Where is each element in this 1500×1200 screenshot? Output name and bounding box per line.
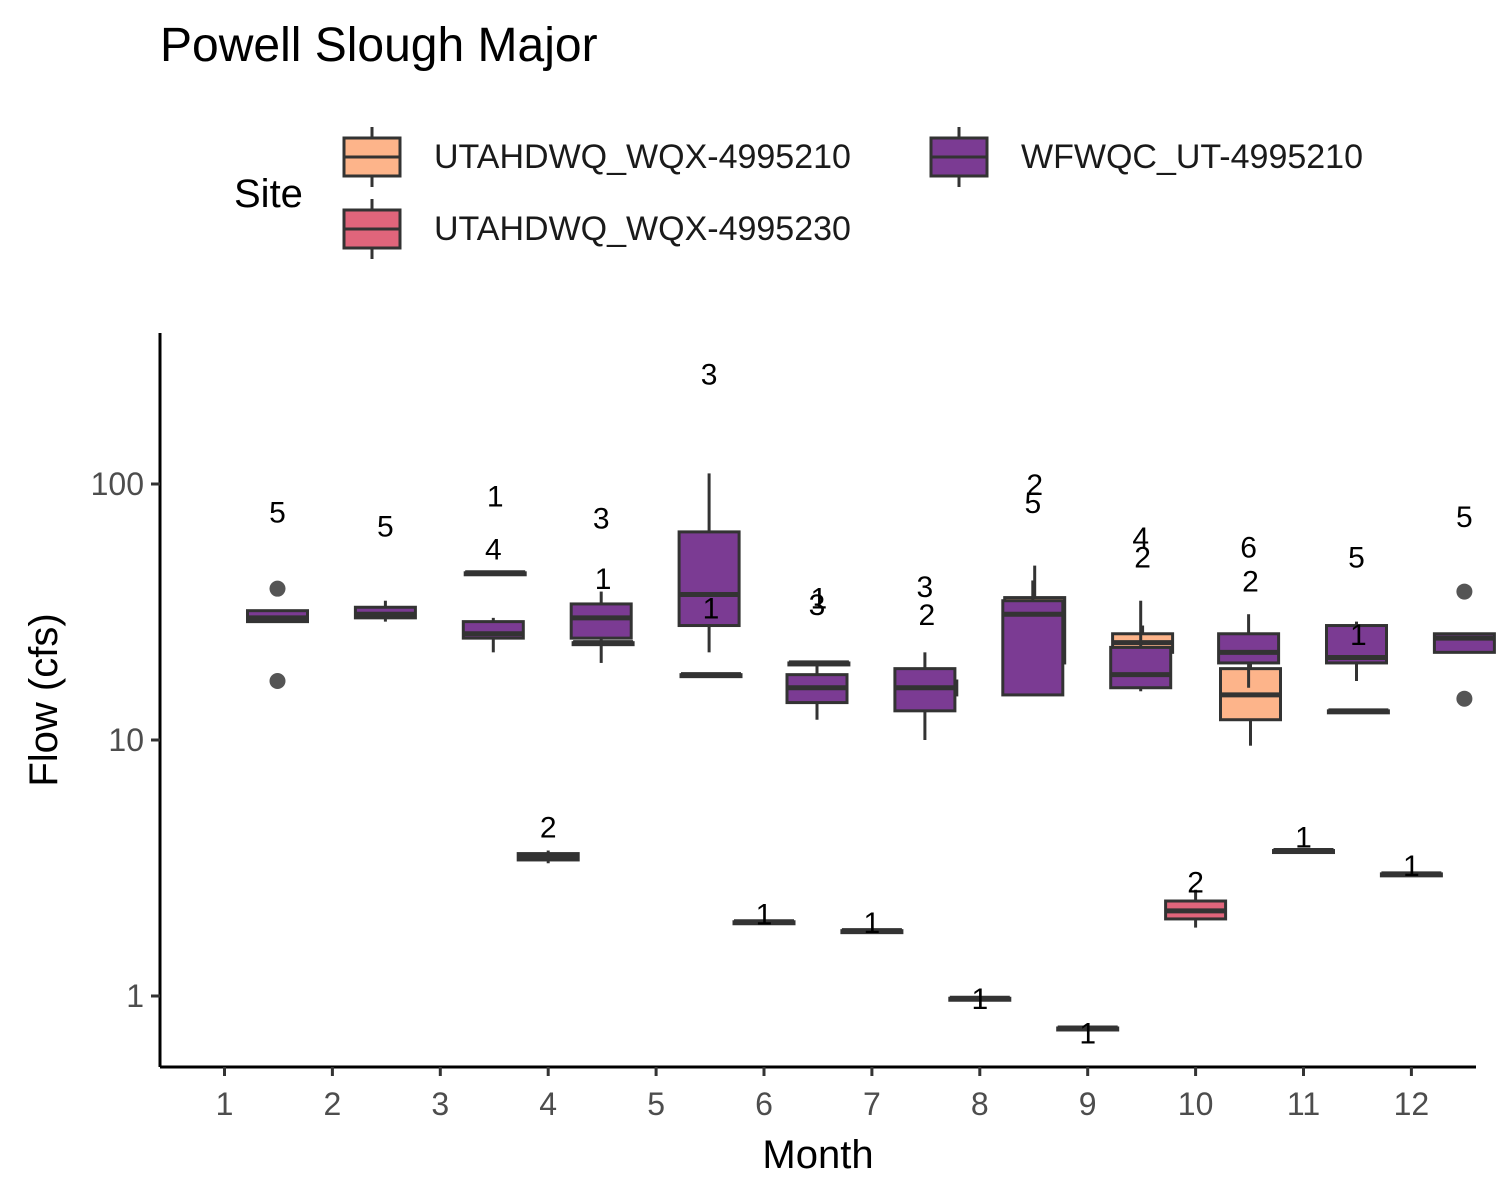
count-label: 1 [1403,850,1420,883]
legend-key-swatch [342,127,402,187]
count-label: 1 [1079,1018,1096,1051]
count-label: 5 [1348,542,1365,575]
box [1001,580,1065,697]
count-label: 3 [917,571,934,604]
y-tick-label: 10 [108,722,144,758]
legend-title: Site [234,172,303,216]
outlier-point [269,673,286,690]
box [1219,642,1282,746]
box [787,660,851,667]
count-label: 2 [918,599,935,632]
box [1109,600,1173,692]
count-label: 1 [971,983,988,1016]
count-label: 5 [269,497,286,530]
count-label: 2 [1134,542,1151,575]
count-label: 3 [809,589,826,622]
count-label: 1 [864,907,881,940]
legend-key-swatch [929,127,989,187]
box [677,473,741,653]
legend-label: UTAHDWQ_WQX-4995230 [434,209,851,248]
x-tick-label: 11 [1287,1086,1320,1122]
box [679,672,743,679]
legend-item-wfwqc-4995210: WFWQC_UT-4995210 [929,127,1363,187]
count-label: 4 [485,533,502,566]
count-label: 3 [701,359,718,392]
box [948,995,1012,1002]
box-body [677,530,741,628]
legend-item-utahdwq-4995210: UTAHDWQ_WQX-4995210 [342,127,851,187]
box [463,570,527,577]
count-label: 1 [811,583,828,616]
x-tick-label: 7 [863,1086,881,1122]
box [1325,621,1388,682]
y-tick-label: 1 [126,978,144,1014]
count-label: 2 [1187,867,1204,900]
box [1432,583,1496,707]
count-label: 5 [1024,487,1041,520]
box-body [569,602,633,640]
count-label: 1 [756,899,773,932]
legend-item-utahdwq-4995230: UTAHDWQ_WQX-4995230 [342,199,851,259]
legend-key-swatch [342,199,402,259]
box [893,652,957,740]
box [571,640,635,647]
box [785,662,849,720]
count-label: 3 [593,502,610,535]
box [840,928,904,935]
count-label: 4 [1132,522,1149,555]
outlier-point [1456,690,1473,707]
box [1164,889,1228,928]
x-tick-label: 3 [431,1086,449,1122]
x-tick-label: 1 [216,1086,234,1122]
count-label: 2 [540,811,557,844]
count-label: 2 [1242,565,1259,598]
box [353,600,417,622]
x-tick-label: 5 [647,1086,665,1122]
box-body [1217,632,1281,665]
box-body [1109,645,1173,690]
outlier-point [269,580,286,597]
count-label: 6 [1240,531,1257,564]
legend-label: UTAHDWQ_WQX-4995210 [434,137,851,176]
x-tick-label: 9 [1079,1086,1097,1122]
count-label: 1 [1295,821,1312,854]
count-label: 1 [487,481,504,514]
box [1217,614,1281,688]
count-label: 1 [595,563,612,596]
x-tick-label: 10 [1178,1086,1214,1122]
box [461,617,525,653]
count-label: 5 [377,510,394,543]
box [1326,708,1390,715]
box-marks [246,473,1496,1032]
count-label: 2 [1026,469,1043,502]
x-tick-label: 6 [755,1086,773,1122]
box [246,580,309,690]
box [516,850,580,864]
x-tick-label: 4 [539,1086,557,1122]
outlier-point [1456,583,1473,600]
legend-label: WFWQC_UT-4995210 [1021,137,1363,176]
chart-title: Powell Slough Major [160,19,598,72]
count-label: 1 [703,592,720,625]
count-label: 1 [1350,619,1367,652]
x-tick-label: 12 [1394,1086,1430,1122]
box [569,591,633,663]
box [1379,871,1443,878]
box [732,919,796,926]
box [1272,848,1335,855]
x-tick-label: 2 [324,1086,342,1122]
count-label: 5 [1456,501,1473,534]
x-axis-title: Month [762,1133,873,1177]
y-axis-title: Flow (cfs) [22,613,66,786]
x-tick-label: 8 [971,1086,989,1122]
y-tick-label: 100 [91,466,144,502]
box [1056,1025,1120,1032]
